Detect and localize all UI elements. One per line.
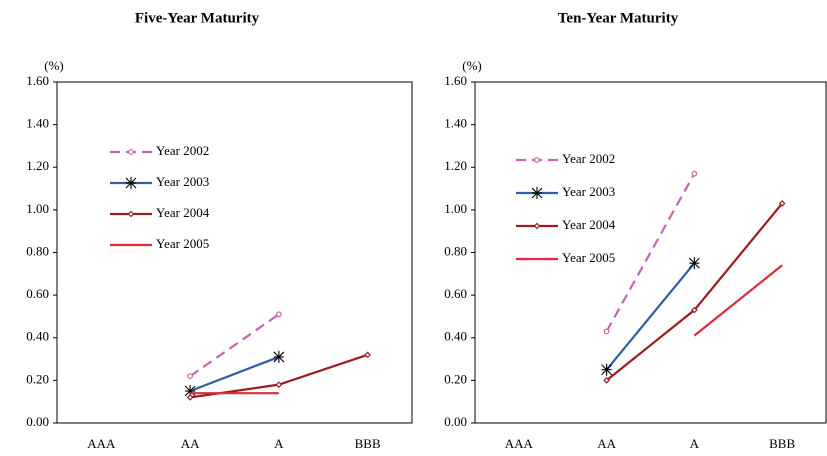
marker [186, 394, 194, 401]
marker [534, 157, 540, 163]
x-tick-label: AAA [505, 436, 534, 451]
plot-area [56, 81, 413, 424]
marker [128, 149, 134, 155]
marker [603, 328, 610, 335]
series-line [605, 262, 696, 371]
chart-title: Ten-Year Maturity [558, 10, 679, 26]
legend-label: Year 2002 [562, 151, 615, 166]
marker [275, 311, 282, 318]
marker [184, 385, 196, 398]
x-tick-label: A [274, 436, 284, 451]
y-tick-label: 0.00 [444, 414, 467, 429]
legend-label: Year 2004 [156, 205, 210, 220]
marker [691, 170, 698, 177]
y-tick-label: 0.20 [26, 371, 49, 386]
x-tick-label: BBB [355, 436, 381, 451]
chart-title: Five-Year Maturity [135, 10, 260, 26]
marker [127, 210, 135, 218]
y-tick-label: 1.40 [26, 116, 49, 131]
x-tick-label: AAA [87, 436, 116, 451]
marker [533, 222, 541, 230]
marker [531, 187, 543, 199]
series-line [605, 173, 696, 332]
x-tick-label: AA [181, 436, 200, 451]
x-tick-label: A [690, 436, 700, 451]
marker [275, 381, 283, 388]
marker [187, 373, 194, 380]
y-tick-label: 1.00 [26, 201, 49, 216]
y-tick-label: 1.20 [26, 158, 49, 173]
legend-label: Year 2005 [156, 236, 209, 251]
y-tick-label: 1.40 [444, 116, 467, 131]
legend-label: Year 2003 [156, 174, 209, 189]
y-tick-label: 1.00 [444, 201, 467, 216]
marker [778, 200, 786, 207]
y-axis-label: (%) [462, 58, 482, 73]
y-tick-label: 0.80 [26, 243, 49, 258]
y-tick-label: 1.20 [444, 158, 467, 173]
legend-label: Year 2002 [156, 143, 209, 158]
x-tick-label: BBB [769, 436, 795, 451]
y-tick-label: 0.40 [444, 329, 467, 344]
y-tick-label: 0.40 [26, 329, 49, 344]
marker [125, 177, 137, 189]
y-tick-label: 0.60 [26, 286, 49, 301]
y-tick-label: 1.60 [26, 73, 49, 88]
marker [364, 351, 371, 359]
legend-label: Year 2005 [562, 250, 615, 265]
y-tick-label: 0.60 [444, 286, 467, 301]
marker [273, 350, 285, 363]
series-line [189, 355, 280, 393]
y-tick-label: 1.60 [444, 73, 467, 88]
marker [688, 257, 700, 270]
series-line [693, 264, 783, 337]
marker [601, 363, 613, 376]
y-tick-label: 0.20 [444, 371, 467, 386]
y-axis-label: (%) [44, 58, 64, 73]
series-line [605, 202, 783, 382]
plot-area [474, 81, 827, 424]
legend-label: Year 2004 [562, 217, 616, 232]
series-line [189, 313, 280, 378]
y-tick-label: 0.00 [26, 414, 49, 429]
marker [691, 306, 698, 314]
y-tick-label: 0.80 [444, 243, 467, 258]
marker [603, 377, 610, 384]
x-tick-label: AA [597, 436, 616, 451]
legend-label: Year 2003 [562, 184, 615, 199]
